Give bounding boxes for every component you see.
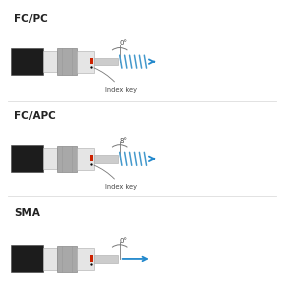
Bar — [94, 155, 118, 163]
Bar — [43, 148, 57, 169]
Bar — [11, 245, 43, 272]
Text: FC/APC: FC/APC — [14, 111, 56, 121]
Text: FC/PC: FC/PC — [14, 14, 48, 24]
Text: SMA: SMA — [14, 208, 40, 218]
Text: 8°: 8° — [119, 137, 127, 143]
Bar — [11, 48, 43, 75]
Bar — [90, 255, 93, 262]
Text: Index key: Index key — [94, 68, 137, 93]
Bar — [11, 145, 43, 172]
Bar — [57, 246, 77, 272]
Bar — [90, 58, 93, 64]
Bar — [43, 51, 57, 72]
Text: Index key: Index key — [94, 165, 137, 190]
Bar — [43, 248, 57, 269]
Bar — [57, 48, 77, 75]
Text: 0°: 0° — [119, 40, 127, 46]
Text: 0°: 0° — [119, 238, 127, 244]
Bar — [77, 248, 94, 270]
Bar — [90, 155, 93, 161]
Bar — [77, 51, 94, 73]
Bar — [94, 255, 118, 263]
Bar — [77, 148, 94, 170]
Bar — [57, 146, 77, 172]
Bar — [94, 58, 118, 65]
